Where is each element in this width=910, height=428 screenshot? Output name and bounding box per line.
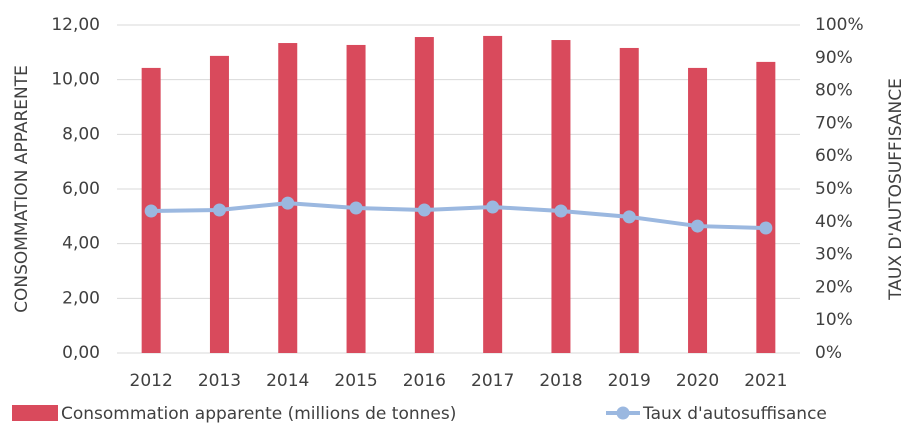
y-tick-label: 2,00 (62, 288, 100, 308)
bar (483, 35, 503, 353)
bar (619, 47, 639, 354)
x-tick-label: 2017 (471, 371, 514, 391)
line-marker (622, 210, 636, 224)
y2-axis-title: TAUX D'AUTOSUFFISANCE (886, 78, 906, 301)
y2-tick-label: 40% (815, 212, 853, 232)
x-tick-label: 2014 (266, 371, 309, 391)
y2-tick-label: 80% (815, 81, 853, 101)
y2-tick-label: 10% (815, 310, 853, 330)
y-tick-label: 6,00 (62, 179, 100, 199)
y2-tick-label: 0% (815, 343, 842, 363)
line-marker (759, 221, 773, 235)
y-tick-label: 4,00 (62, 234, 100, 254)
y2-tick-label: 60% (815, 146, 853, 166)
y-tick-label: 0,00 (62, 343, 100, 363)
bar (688, 67, 708, 353)
line (151, 201, 766, 231)
y2-tick-label: 100% (815, 15, 864, 35)
x-tick-label: 2013 (198, 371, 241, 391)
y-tick-label: 10,00 (51, 70, 100, 90)
bar (414, 37, 434, 353)
x-tick-label: 2020 (676, 371, 719, 391)
bar (551, 40, 571, 354)
line-marker (417, 203, 431, 217)
x-tick-label: 2019 (608, 371, 651, 391)
legend-label: Consommation apparente (millions de tonn… (61, 404, 456, 424)
line-marker (212, 203, 226, 217)
line-marker (281, 196, 295, 210)
x-tick-label: 2018 (539, 371, 582, 391)
line-marker (349, 201, 363, 215)
bar (756, 61, 776, 354)
legend-label: Taux d'autosuffisance (642, 404, 827, 424)
line-marker (486, 200, 500, 214)
legend-swatch (12, 405, 58, 421)
y2-tick-label: 70% (815, 113, 853, 133)
line-marker (554, 204, 568, 218)
line-marker (144, 204, 158, 218)
y-axis-title: CONSOMMATION APPARENTE (12, 65, 32, 313)
y2-tick-label: 90% (815, 48, 853, 68)
y-tick-label: 8,00 (62, 124, 100, 144)
y2-tick-label: 50% (815, 179, 853, 199)
x-tick-label: 2016 (403, 371, 446, 391)
x-tick-label: 2015 (334, 371, 377, 391)
bar (346, 44, 366, 353)
legend-marker (616, 406, 630, 420)
y2-tick-label: 20% (815, 277, 853, 297)
x-tick-label: 2012 (130, 371, 173, 391)
x-tick-label: 2021 (744, 371, 787, 391)
line-marker (691, 219, 705, 233)
y-tick-label: 12,00 (51, 15, 100, 35)
y2-tick-label: 30% (815, 245, 853, 265)
